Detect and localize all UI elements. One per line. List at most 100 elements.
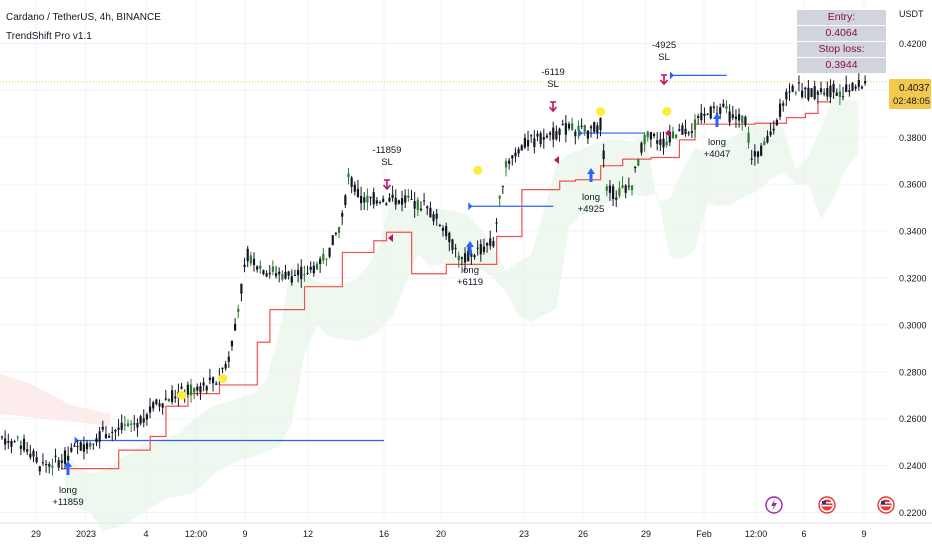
price-tick-label: 0.2800	[899, 367, 927, 377]
candle-body	[489, 238, 492, 246]
candle-body	[605, 186, 608, 191]
candle-body	[67, 455, 70, 461]
candle-body	[171, 390, 174, 402]
candle-body	[788, 91, 791, 93]
candle-body	[561, 123, 564, 125]
bearish-cloud	[0, 374, 110, 426]
candle-body	[523, 137, 526, 148]
candle-body	[89, 442, 92, 447]
candle-body	[662, 138, 665, 148]
candle-body	[79, 442, 82, 451]
price-axis[interactable]	[888, 0, 932, 524]
trade-info-table: Entry: 0.4064 Stop loss: 0.3944	[797, 10, 886, 74]
trade-pnl-label: -11859	[373, 145, 402, 156]
candle-body	[104, 434, 108, 439]
candle-body	[599, 117, 602, 130]
candle-body	[38, 466, 41, 472]
candle-body	[520, 145, 523, 151]
candle-body	[274, 273, 278, 277]
lightning-event-icon[interactable]	[765, 496, 783, 514]
candle-body	[85, 442, 89, 450]
trade-result-label: +6119	[457, 277, 483, 288]
entry-lines	[74, 71, 727, 445]
candle-body	[473, 255, 476, 258]
last-price-tag	[889, 79, 931, 109]
candle-body	[706, 113, 709, 115]
candle-body	[48, 464, 51, 467]
candle-body	[240, 283, 243, 294]
candle-body	[807, 87, 810, 100]
candle-body	[271, 266, 274, 272]
bar-countdown: 02:48:05	[893, 96, 930, 107]
signal-bubbles	[177, 107, 672, 400]
candle-body	[687, 132, 690, 134]
candle-body	[656, 140, 659, 144]
candle-body	[734, 116, 738, 120]
candle-body	[356, 188, 360, 198]
candle-body	[574, 131, 577, 137]
candle-body	[139, 416, 142, 424]
candle-body	[712, 106, 715, 109]
candle-body	[675, 134, 678, 138]
time-axis-ticks[interactable]: 29 2023 4 12:00 9 12 16 20 23 26 29 Feb 12:00 6 9	[31, 529, 867, 539]
time-tick-label: 20	[436, 529, 446, 539]
us-flag-event-icon[interactable]	[877, 496, 895, 514]
candle-body	[445, 226, 448, 237]
candle-body	[161, 403, 164, 408]
candle-body	[237, 308, 240, 312]
exit-marker-icon	[388, 234, 393, 242]
us-flag-event-icon[interactable]	[818, 496, 836, 514]
candle-body	[293, 274, 297, 276]
candle-body	[785, 91, 788, 100]
candle-body	[463, 253, 467, 263]
candle-body	[32, 450, 35, 457]
candle-body	[347, 173, 350, 178]
candle-body	[123, 424, 126, 426]
candle-body	[16, 436, 19, 438]
candle-body	[341, 213, 344, 217]
stop-loss-label: Stop loss:	[797, 42, 886, 57]
last-price-value: 0.4037	[899, 83, 930, 94]
candle-body	[555, 131, 558, 140]
candle-body	[369, 196, 372, 199]
candle-body	[297, 270, 300, 276]
long-label: long	[582, 192, 600, 203]
candle-body	[309, 266, 312, 270]
candle-body	[508, 160, 511, 164]
candle-body	[410, 199, 413, 201]
indicator-name[interactable]: TrendShift Pro v1.1	[6, 31, 92, 42]
price-tick-label: 0.3000	[899, 320, 927, 330]
trade-markers: long+11859-11859SLlong+6119-6119SLlong+4…	[52, 40, 730, 508]
candle-body	[851, 82, 854, 91]
candle-body	[315, 263, 319, 270]
candle-body	[117, 427, 120, 430]
candle-body	[196, 386, 199, 391]
candle-body	[832, 83, 835, 93]
trade-result-label: +11859	[52, 497, 83, 508]
candle-body	[82, 444, 85, 452]
candle-body	[350, 177, 353, 187]
candle-body	[130, 423, 133, 425]
candle-body	[372, 192, 375, 205]
candle-body	[426, 206, 429, 209]
candle-body	[766, 135, 769, 143]
candle-body	[221, 367, 224, 369]
candle-body	[763, 141, 766, 146]
time-tick-label: 9	[861, 529, 866, 539]
candle-body	[4, 438, 7, 445]
candle-body	[693, 119, 697, 130]
candle-body	[413, 201, 416, 209]
candle-body	[45, 464, 48, 466]
candle-body	[665, 141, 668, 146]
price-tick-label: 0.4200	[899, 39, 927, 49]
long-label: long	[59, 485, 77, 496]
candle-body	[224, 363, 227, 369]
candle-body	[558, 128, 561, 135]
candle-body	[684, 128, 687, 135]
candle-body	[649, 132, 652, 140]
candle-body	[167, 398, 171, 402]
candle-body	[278, 271, 281, 275]
candle-body	[95, 438, 98, 443]
candle-body	[0, 436, 4, 438]
